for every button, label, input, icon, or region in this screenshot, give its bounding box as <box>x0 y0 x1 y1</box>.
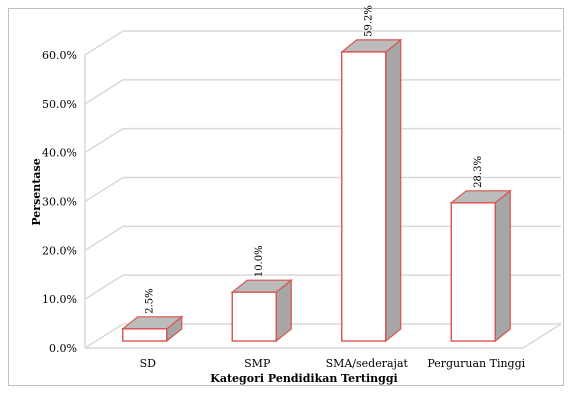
data-label: 28.3% <box>473 156 484 188</box>
bar-sd: 2.5% <box>121 288 184 343</box>
x-tick-labels: SD SMP SMA/sederajat Perguruan Tinggi <box>140 357 526 370</box>
bar-front-face <box>231 291 277 342</box>
bar-sma-sederajat: 59.2% <box>340 5 403 343</box>
bar-front-face <box>122 328 168 342</box>
bar-perguruan-tinggi: 28.3% <box>449 156 512 343</box>
gridline <box>84 323 561 349</box>
y-tick-label: 60.0% <box>42 49 77 62</box>
x-tick-label: Perguruan Tinggi <box>427 357 525 370</box>
x-tick-label: SMP <box>244 357 271 370</box>
y-tick-label: 40.0% <box>42 147 77 160</box>
bar-front-face <box>450 202 496 342</box>
x-tick-label: SMA/sederajat <box>326 357 409 370</box>
gridlines <box>84 30 562 349</box>
bar-smp: 10.0% <box>230 245 293 343</box>
gridline <box>84 127 561 154</box>
x-tick-label: SD <box>140 357 157 370</box>
y-tick-label: 10.0% <box>42 293 77 306</box>
data-label: 2.5% <box>145 288 156 313</box>
bars: 2.5% 10.0% 59.2% 28.3% <box>121 5 512 343</box>
y-tick-labels: 0.0% 10.0% 20.0% 30.0% 40.0% 50.0% 60.0% <box>42 49 77 355</box>
gridline <box>84 30 561 56</box>
y-axis-title: Persentase <box>30 158 43 225</box>
bar-front-face <box>341 51 387 342</box>
y-tick-label: 30.0% <box>42 196 77 209</box>
bar-side-face <box>385 38 402 343</box>
bar-side-face <box>494 189 511 343</box>
y-tick-label: 20.0% <box>42 244 77 257</box>
data-label: 10.0% <box>254 245 265 277</box>
gridline <box>84 79 561 105</box>
data-label: 59.2% <box>364 5 375 37</box>
y-tick-label: 50.0% <box>42 98 77 111</box>
y-tick-label: 0.0% <box>49 342 77 355</box>
gridline <box>84 225 561 251</box>
gridline <box>84 274 561 300</box>
floor-edge <box>85 323 562 349</box>
x-axis-title: Kategori Pendidikan Tertinggi <box>210 372 397 385</box>
gridline <box>84 176 561 203</box>
